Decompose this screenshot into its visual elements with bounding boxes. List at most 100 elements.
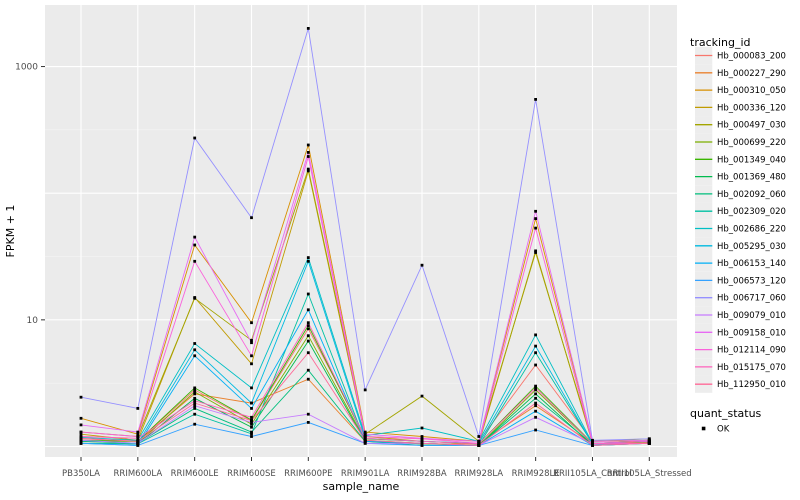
x-tick-label: RRIM928BA	[397, 469, 447, 479]
data-point	[136, 432, 140, 436]
data-point	[420, 426, 424, 430]
data-point	[250, 321, 253, 325]
data-point	[477, 439, 481, 443]
legend-item: Hb_112950_010	[695, 375, 786, 393]
data-point	[193, 243, 197, 247]
data-point	[193, 399, 197, 403]
legend-item-label: Hb_000699_220	[717, 138, 786, 148]
data-point	[534, 392, 537, 396]
data-point	[79, 435, 83, 438]
data-point	[193, 235, 197, 239]
legend-item-label: Hb_001349_040	[717, 155, 786, 165]
data-point	[647, 437, 651, 441]
data-point	[363, 438, 367, 442]
data-point	[420, 437, 424, 441]
data-point	[647, 441, 651, 445]
data-point	[306, 321, 310, 325]
data-point	[193, 259, 197, 263]
data-point	[534, 415, 537, 419]
data-point	[136, 430, 140, 434]
x-tick-label: RRIM600SE	[227, 469, 276, 479]
data-point	[306, 292, 310, 296]
legend-item: Hb_009158_010	[695, 323, 786, 341]
data-point	[420, 394, 424, 398]
data-point	[534, 351, 537, 355]
data-point	[193, 386, 197, 390]
legend-item-label: Hb_009158_010	[717, 328, 786, 338]
legend-item: Hb_006717_060	[695, 289, 786, 307]
data-point	[193, 392, 197, 396]
legend-item: Hb_015175_070	[695, 358, 786, 376]
data-point	[250, 422, 253, 426]
data-point	[534, 396, 537, 400]
data-point	[193, 388, 197, 392]
data-point	[534, 209, 537, 213]
data-point	[534, 251, 537, 254]
legend-quant-status: quant_status OK	[690, 407, 762, 435]
legend-tracking-id: tracking_id Hb_000083_200 Hb_000227_290 Hb_…	[690, 36, 786, 393]
y-tick-label: 10	[27, 316, 39, 326]
data-point	[306, 256, 310, 259]
data-point	[306, 27, 310, 30]
x-tick-label: RRIM901LA	[341, 469, 390, 479]
legend-item: Hb_000699_220	[695, 133, 786, 151]
data-point	[647, 439, 651, 443]
x-tick-label: RRII105LA_Stressed	[607, 469, 692, 479]
data-point	[534, 409, 537, 413]
data-point	[591, 439, 594, 443]
data-point	[193, 422, 197, 426]
legend-item: Hb_002309_020	[695, 202, 786, 220]
legend-item: Hb_005295_030	[695, 237, 786, 255]
y-tick-label: 1000	[15, 63, 38, 73]
data-point	[534, 388, 537, 392]
data-point	[250, 419, 253, 422]
data-point	[363, 435, 367, 438]
data-point	[193, 342, 197, 345]
legend-item-label: Hb_009079_010	[717, 311, 786, 321]
data-point	[534, 404, 537, 408]
x-tick-label: RRIM928LA	[454, 469, 503, 479]
data-point	[363, 430, 367, 434]
legend-item: Hb_000310_050	[695, 81, 786, 99]
legend-item: Hb_009079_010	[695, 306, 786, 324]
data-point	[420, 263, 424, 267]
legend-item: Hb_001349_040	[695, 150, 786, 168]
data-points	[79, 27, 651, 447]
data-point	[250, 386, 253, 390]
legend2-title: quant_status	[690, 407, 762, 420]
data-point	[250, 407, 253, 410]
legend-item: Hb_012114_090	[695, 340, 786, 359]
data-point	[250, 354, 253, 358]
legend-item-label: Hb_002686_220	[717, 225, 786, 235]
data-point	[136, 435, 140, 438]
data-point	[79, 438, 83, 442]
data-point	[420, 435, 424, 438]
data-point	[250, 432, 253, 436]
x-tick-label: RRIM600LE	[171, 469, 219, 479]
legend-item-label: Hb_001369_480	[717, 173, 786, 183]
data-point	[250, 216, 253, 220]
data-point	[250, 435, 253, 438]
data-point	[306, 151, 310, 154]
data-point	[477, 435, 481, 438]
legend-item-label: Hb_112950_010	[717, 380, 786, 390]
legend-item-label: Hb_002309_020	[717, 207, 786, 217]
data-point	[591, 444, 594, 447]
data-point	[306, 377, 310, 381]
data-point	[250, 425, 253, 429]
data-point	[363, 441, 367, 445]
data-point	[534, 226, 537, 230]
data-point	[193, 390, 197, 394]
data-point	[534, 98, 537, 101]
data-point	[306, 412, 310, 416]
data-point	[306, 167, 310, 171]
legend-item: Hb_001369_480	[695, 167, 786, 186]
data-point	[534, 384, 537, 388]
data-point	[193, 354, 197, 358]
legend-item-label: Hb_000083_200	[717, 52, 786, 62]
legend-item-label: Hb_005295_030	[717, 242, 786, 252]
legend-item: Hb_002092_060	[695, 185, 786, 203]
data-point	[534, 217, 537, 220]
data-point	[79, 423, 83, 427]
